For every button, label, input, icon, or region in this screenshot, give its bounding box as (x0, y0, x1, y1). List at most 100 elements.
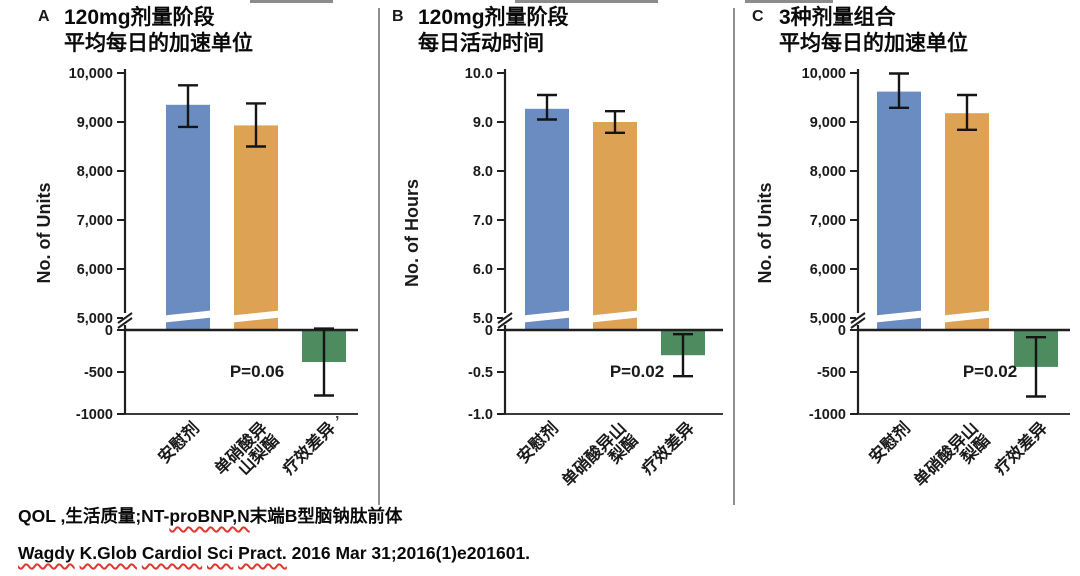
tick-label: -1000 (76, 407, 113, 423)
panel-a-label: A (38, 8, 50, 25)
panel-a: A 120mg剂量阶段 平均每日的加速单位 10,000 9,000 8,000 7,… (0, 0, 378, 505)
x-category-label: 单硝酸异山梨酯 (909, 418, 993, 502)
tick-label: 7,000 (77, 213, 113, 229)
text-segment: proBNP,N (169, 506, 250, 526)
tick-label: -500 (817, 365, 846, 381)
y-axis-title: No. of Units (755, 183, 775, 284)
tick-label: -1.0 (468, 407, 493, 423)
text-segment: K.Glob (79, 543, 137, 563)
tick-label: 8.0 (473, 164, 493, 180)
text-segment: QOL ,生活质量;NT- (18, 506, 170, 526)
bar-chart-hours-120mg: 10.0 9.0 8.0 7.0 6.0 5.00 -0.5 -1.0 安慰剂单硝酸异山梨酯疗效… (402, 66, 723, 502)
tick-label: 9,000 (810, 115, 846, 131)
bar-blue (525, 108, 569, 330)
tick-label: 10,000 (69, 66, 113, 82)
panel-title-line: 平均每日的加速单位 (64, 32, 253, 55)
panel-divider (378, 8, 380, 505)
y-axis-title: No. of Hours (402, 179, 422, 287)
panel-title-line: 120mg剂量阶段 (64, 6, 215, 29)
bar-orange (593, 122, 637, 330)
panel-title-line: 每日活动时间 (418, 32, 544, 55)
bar-blue (166, 104, 210, 330)
tick-label: 5,000 (810, 311, 846, 327)
panel-title-line: 平均每日的加速单位 (779, 32, 968, 55)
axis-break-slash (850, 317, 866, 329)
tick-label: 0 (485, 323, 493, 339)
tick-label: 8,000 (77, 164, 113, 180)
y-axis-title: No. of Units (34, 183, 54, 284)
panel-c: C 3种剂量组合 平均每日的加速单位 10,000 9,000 8,000 7,000… (735, 0, 1080, 505)
text-segment: 2016 Mar 31;2016(1)e201601. (286, 543, 531, 563)
tick-label: 6,000 (77, 262, 113, 278)
text-segment: 末端B型脑钠肽前体 (249, 506, 403, 526)
panel-title-line: 3种剂量组合 (779, 6, 896, 29)
error-bar (314, 327, 334, 397)
axis-break-gap (590, 310, 640, 323)
x-category-label: 疗效差异 (637, 418, 698, 479)
x-category-label: 疗效差异 (990, 418, 1051, 479)
tick-label: 8,000 (810, 164, 846, 180)
tick-label: -0.5 (468, 365, 493, 381)
tick-label: 10,000 (802, 66, 846, 82)
bar-orange (945, 113, 989, 330)
bar-blue (877, 91, 921, 330)
error-bar (889, 72, 909, 109)
tick-label: 0 (838, 323, 846, 339)
axis-break-slash (117, 312, 133, 324)
axis-break-slash (117, 317, 133, 329)
x-category-label: 安慰剂 (154, 418, 203, 467)
text-segment: Wagdy (18, 543, 75, 563)
error-bar (178, 84, 198, 129)
x-category-label: 安慰剂 (513, 418, 562, 467)
footnote-abbreviations: QOL ,生活质量;NT-proBNP,N末端B型脑钠肽前体 (18, 503, 402, 528)
tick-label: -1000 (809, 407, 846, 423)
panel-b-label: B (392, 8, 404, 25)
axis-break-gap (522, 310, 572, 323)
tick-label: 7,000 (810, 213, 846, 229)
top-edge-artifact (250, 0, 333, 3)
tick-label: 9,000 (77, 115, 113, 131)
top-edge-artifact (745, 0, 833, 3)
error-bar (246, 102, 266, 148)
axis-break-gap (942, 310, 992, 323)
error-bar (537, 93, 557, 121)
error-bar (957, 93, 977, 132)
panel-b-title: 120mg剂量阶段 每日活动时间 (418, 5, 569, 57)
p-value-label: P=0.02 (610, 362, 664, 381)
error-bar (1026, 336, 1046, 398)
p-value-label: P=0.02 (963, 362, 1017, 381)
bar-orange (234, 125, 278, 331)
tick-label: 5,000 (77, 311, 113, 327)
text-segment: Cardiol (141, 543, 203, 563)
top-edge-artifact (515, 0, 658, 3)
x-category-label: 单硝酸异山梨酯 (557, 418, 641, 502)
panel-c-title: 3种剂量组合 平均每日的加速单位 (779, 5, 968, 57)
x-category-label: 疗效差异 (278, 418, 339, 479)
panel-divider (733, 8, 735, 505)
axis-break-gap (163, 310, 213, 323)
panel-title-line: 120mg剂量阶段 (418, 6, 569, 29)
tick-label: 5.0 (473, 311, 493, 327)
panel-b: B 120mg剂量阶段 每日活动时间 10.0 9.0 8.0 7.0 6.0 5.0 0 -… (380, 0, 733, 505)
footnote-citation: Wagdy K.Glob Cardiol Sci Pract. 2016 Mar… (18, 543, 530, 564)
axis-break-slash (497, 317, 513, 329)
tick-label: -500 (84, 365, 113, 381)
axis-break-slash (850, 312, 866, 324)
tick-label: 7.0 (473, 213, 493, 229)
panel-c-label: C (752, 8, 764, 25)
tick-label: 6.0 (473, 262, 493, 278)
error-bar (605, 110, 625, 135)
x-category-label: 安慰剂 (865, 418, 914, 467)
stray-mark-artifact: ’ (335, 414, 339, 431)
axis-break-slash (497, 312, 513, 324)
tick-label: 0 (105, 323, 113, 339)
p-value-label: P=0.06 (230, 362, 284, 381)
error-bar (673, 333, 693, 378)
x-category-label: 单硝酸异山梨酯 (210, 418, 283, 491)
tick-label: 6,000 (810, 262, 846, 278)
tick-label: 9.0 (473, 115, 493, 131)
axis-break-gap (231, 310, 281, 323)
